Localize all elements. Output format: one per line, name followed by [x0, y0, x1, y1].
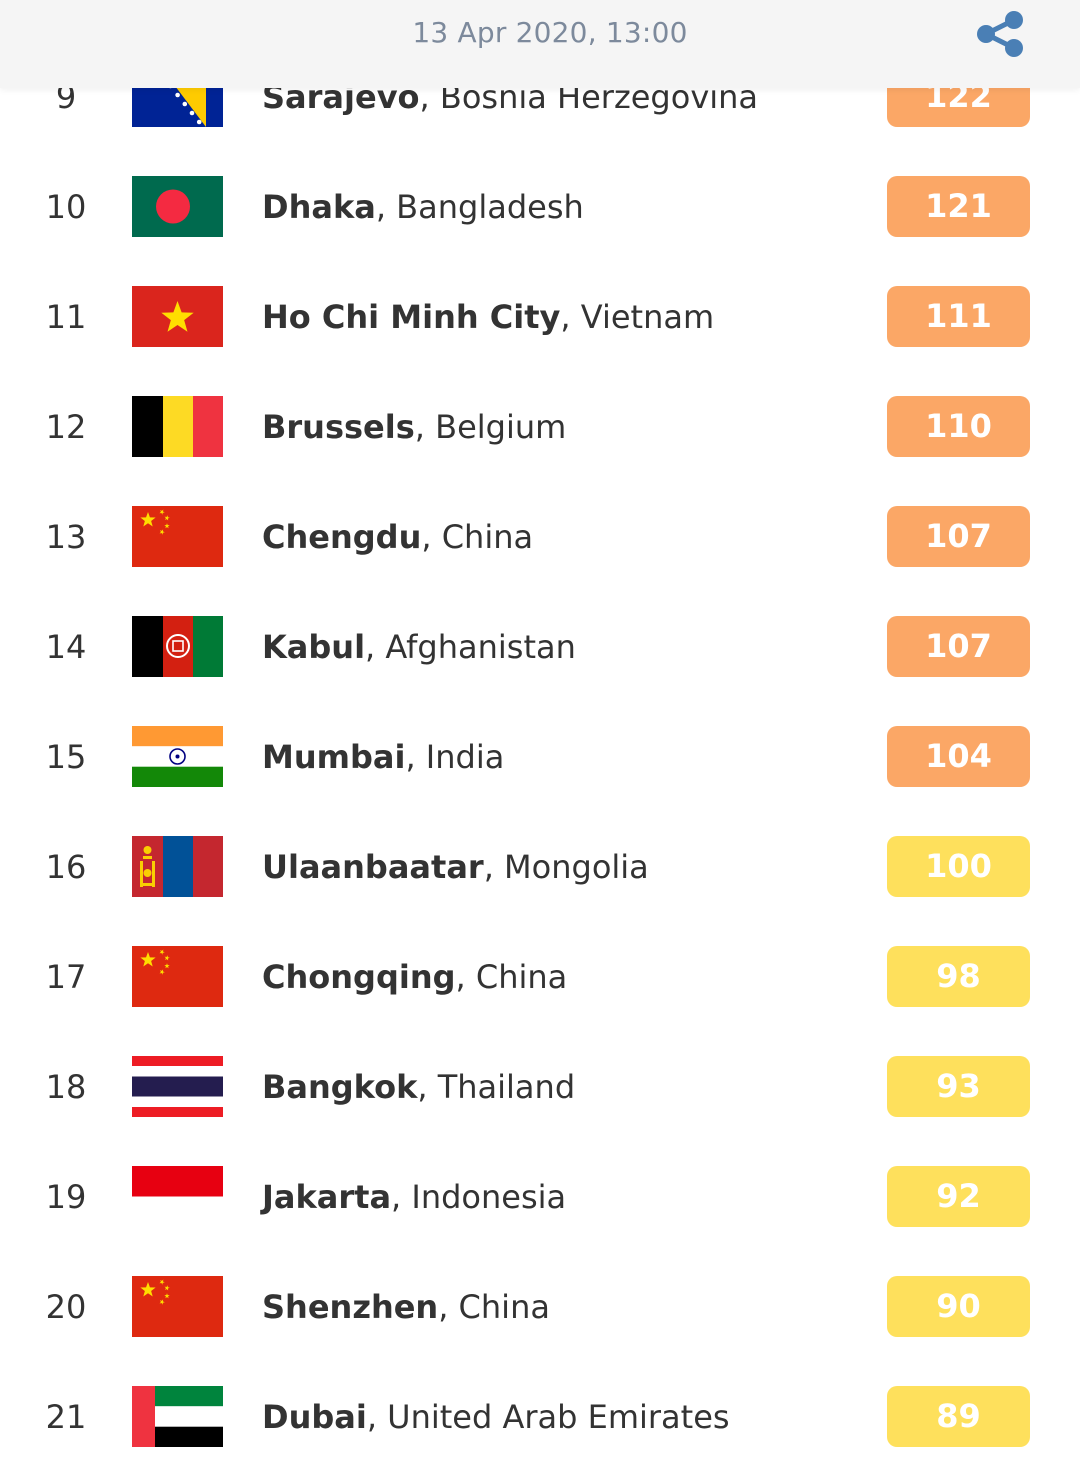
country-name: , India — [405, 738, 505, 776]
location-label: Kabul, Afghanistan — [262, 622, 576, 672]
india-flag — [132, 726, 223, 787]
country-name: , Thailand — [417, 1068, 576, 1106]
aqi-badge: 100 — [887, 836, 1030, 897]
aqi-badge: 121 — [887, 176, 1030, 237]
uae-flag — [132, 1386, 223, 1447]
city-name: Chengdu — [262, 518, 422, 556]
share-icon[interactable] — [968, 4, 1032, 68]
country-name: , China — [421, 518, 534, 556]
list-item[interactable]: 14 Kabul, Afghanistan 107 — [0, 592, 1080, 702]
rank-number: 12 — [45, 408, 87, 446]
rank-number: 17 — [45, 958, 87, 996]
location-label: Bangkok, Thailand — [262, 1062, 575, 1112]
aqi-badge: 110 — [887, 396, 1030, 457]
rank-number: 11 — [45, 298, 87, 336]
country-name: , Afghanistan — [365, 628, 576, 666]
location-label: Dubai, United Arab Emirates — [262, 1392, 730, 1442]
rank-number: 10 — [45, 188, 87, 226]
aqi-badge: 89 — [887, 1386, 1030, 1447]
country-name: , United Arab Emirates — [366, 1398, 730, 1436]
list-item[interactable]: 13 Chengdu, China 107 — [0, 482, 1080, 592]
city-name: Brussels — [262, 408, 415, 446]
location-label: Mumbai, India — [262, 732, 504, 782]
city-name: Mumbai — [262, 738, 406, 776]
country-name: , Vietnam — [560, 298, 715, 336]
rank-number: 18 — [45, 1068, 87, 1106]
china-flag — [132, 1276, 223, 1337]
rank-number: 14 — [45, 628, 87, 666]
belgium-flag — [132, 396, 223, 457]
rank-number: 16 — [45, 848, 87, 886]
aqi-badge: 92 — [887, 1166, 1030, 1227]
aqi-badge: 90 — [887, 1276, 1030, 1337]
city-name: Ho Chi Minh City — [262, 298, 561, 336]
location-label: Brussels, Belgium — [262, 402, 566, 452]
location-label: Shenzhen, China — [262, 1282, 550, 1332]
city-name: Jakarta — [262, 1178, 392, 1216]
country-name: , China — [455, 958, 568, 996]
city-name: Ulaanbaatar — [262, 848, 484, 886]
mongolia-flag — [132, 836, 223, 897]
rank-number: 21 — [45, 1398, 87, 1436]
list-item[interactable]: 21 Dubai, United Arab Emirates 89 — [0, 1362, 1080, 1472]
city-name: Dhaka — [262, 188, 376, 226]
list-item[interactable]: 15 Mumbai, India 104 — [0, 702, 1080, 812]
timestamp: 13 Apr 2020, 13:00 — [412, 16, 688, 49]
city-name: Chongqing — [262, 958, 456, 996]
location-label: Ulaanbaatar, Mongolia — [262, 842, 649, 892]
aqi-badge: 98 — [887, 946, 1030, 1007]
indonesia-flag — [132, 1166, 223, 1227]
list-item[interactable]: 12 Brussels, Belgium 110 — [0, 372, 1080, 482]
rank-number: 15 — [45, 738, 87, 776]
country-name: , Bangladesh — [375, 188, 584, 226]
location-label: Chongqing, China — [262, 952, 567, 1002]
thailand-flag — [132, 1056, 223, 1117]
list-item[interactable]: 16 Ulaanbaatar, Mongolia 100 — [0, 812, 1080, 922]
city-name: Bangkok — [262, 1068, 418, 1106]
aqi-badge: 107 — [887, 616, 1030, 677]
china-flag — [132, 506, 223, 567]
vietnam-flag — [132, 286, 223, 347]
country-name: , Mongolia — [483, 848, 649, 886]
location-label: Chengdu, China — [262, 512, 533, 562]
top-bar: 13 Apr 2020, 13:00 — [0, 0, 1080, 88]
list-item[interactable]: 18 Bangkok, Thailand 93 — [0, 1032, 1080, 1142]
list-item[interactable]: 10 Dhaka, Bangladesh 121 — [0, 152, 1080, 262]
country-name: , Belgium — [414, 408, 567, 446]
rank-number: 19 — [45, 1178, 87, 1216]
location-label: Ho Chi Minh City, Vietnam — [262, 292, 714, 342]
rank-number: 20 — [45, 1288, 87, 1326]
city-name: Kabul — [262, 628, 366, 666]
list-item[interactable]: 20 Shenzhen, China 90 — [0, 1252, 1080, 1362]
city-name: Dubai — [262, 1398, 367, 1436]
location-label: Dhaka, Bangladesh — [262, 182, 584, 232]
aqi-badge: 107 — [887, 506, 1030, 567]
bangladesh-flag — [132, 176, 223, 237]
city-name: Shenzhen — [262, 1288, 439, 1326]
china-flag — [132, 946, 223, 1007]
country-name: , China — [438, 1288, 550, 1326]
afghanistan-flag — [132, 616, 223, 677]
location-label: Jakarta, Indonesia — [262, 1172, 566, 1222]
aqi-badge: 104 — [887, 726, 1030, 787]
list-item[interactable]: 17 Chongqing, China 98 — [0, 922, 1080, 1032]
list-item[interactable]: 11 Ho Chi Minh City, Vietnam 111 — [0, 262, 1080, 372]
aqi-badge: 111 — [887, 286, 1030, 347]
rank-number: 13 — [45, 518, 87, 556]
country-name: , Indonesia — [391, 1178, 567, 1216]
aqi-badge: 93 — [887, 1056, 1030, 1117]
list-item[interactable]: 19 Jakarta, Indonesia 92 — [0, 1142, 1080, 1252]
